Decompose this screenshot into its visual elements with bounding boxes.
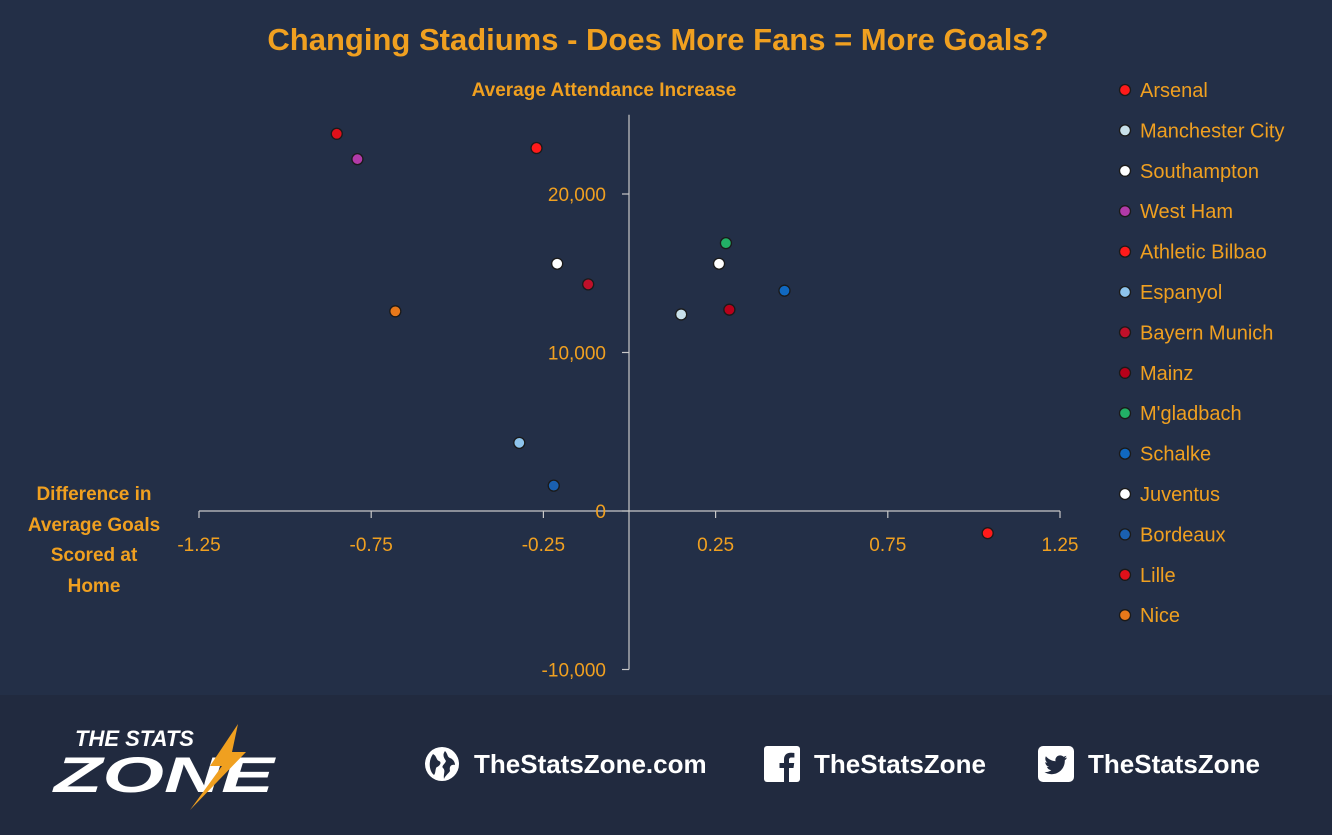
x-axis-label-line: Home bbox=[68, 576, 121, 597]
point-juventus[interactable] bbox=[712, 257, 726, 270]
x-axis-label-line: Difference in bbox=[36, 484, 151, 505]
point-west-ham[interactable] bbox=[351, 152, 364, 166]
twitter-icon bbox=[1038, 746, 1074, 782]
website-text: TheStatsZone.com bbox=[474, 748, 707, 779]
y-tick-label: 0 bbox=[595, 502, 606, 523]
legend-label-athletic-bilbao: Athletic Bilbao bbox=[1140, 242, 1267, 264]
legend-marker-espanyol bbox=[1118, 285, 1132, 299]
x-axis-label-line: Average Goals bbox=[28, 515, 160, 536]
x-axis-label-line: Scored at bbox=[51, 545, 138, 566]
point-espanyol[interactable] bbox=[513, 436, 526, 449]
legend-label-southampton: Southampton bbox=[1140, 161, 1259, 183]
x-tick-label: -1.25 bbox=[177, 535, 220, 556]
y-tick-label: 20,000 bbox=[548, 185, 606, 206]
x-tick-label: -0.25 bbox=[522, 535, 565, 556]
lightning-icon bbox=[190, 724, 246, 810]
x-tick-label: -0.75 bbox=[350, 535, 393, 556]
facebook-icon bbox=[764, 746, 800, 782]
legend-marker-athletic-bilbao bbox=[1118, 245, 1132, 258]
point-lille[interactable] bbox=[330, 127, 343, 140]
chart-area: Changing Stadiums - Does More Fans = Mor… bbox=[28, 22, 1285, 682]
axes bbox=[198, 114, 1061, 671]
chart-subtitle: Average Attendance Increase bbox=[472, 80, 737, 101]
legend-label-mainz: Mainz bbox=[1140, 363, 1193, 385]
point-bordeaux[interactable] bbox=[547, 479, 560, 492]
legend-label-arsenal: Arsenal bbox=[1140, 80, 1208, 102]
chart-title: Changing Stadiums - Does More Fans = Mor… bbox=[267, 22, 1048, 57]
logo-line1: THE STATS bbox=[75, 726, 194, 751]
facebook-link[interactable]: TheStatsZone bbox=[764, 744, 986, 784]
legend-marker-lille bbox=[1118, 568, 1132, 581]
legend-marker-manchester-city bbox=[1118, 124, 1132, 137]
website-link[interactable]: TheStatsZone.com bbox=[424, 744, 707, 784]
legend-marker-west-ham bbox=[1118, 205, 1132, 218]
point-manchester-city[interactable] bbox=[675, 308, 688, 321]
legend-marker-nice bbox=[1118, 609, 1132, 622]
point-bayern-munich[interactable] bbox=[582, 278, 595, 291]
x-axis-label: Difference in Average Goals Scored at Ho… bbox=[28, 484, 160, 597]
point-southampton[interactable] bbox=[551, 257, 564, 270]
legend-label-lille: Lille bbox=[1140, 565, 1176, 587]
legend-label-west-ham: West Ham bbox=[1140, 201, 1233, 223]
x-tick-label: 0.75 bbox=[869, 535, 906, 556]
legend-marker-m-gladbach bbox=[1118, 407, 1132, 420]
twitter-link[interactable]: TheStatsZone bbox=[1038, 744, 1260, 784]
point-mainz[interactable] bbox=[723, 303, 736, 316]
facebook-text: TheStatsZone bbox=[814, 748, 986, 779]
point-athletic-bilbao[interactable] bbox=[981, 527, 994, 540]
legend-marker-juventus bbox=[1118, 487, 1132, 501]
legend-label-espanyol: Espanyol bbox=[1140, 282, 1222, 304]
point-nice[interactable] bbox=[389, 305, 402, 318]
legend-marker-schalke bbox=[1118, 447, 1132, 460]
point-arsenal[interactable] bbox=[530, 141, 543, 155]
stats-zone-logo: THE STATS ZONE bbox=[51, 724, 277, 810]
y-tick-label: -10,000 bbox=[542, 661, 606, 682]
legend: Arsenal Manchester City Southampton West Ha… bbox=[1118, 80, 1285, 627]
tick-labels: -1.25 -0.75 -0.25 0.25 0.75 1.25 -10,000 0 10,00… bbox=[177, 185, 1078, 682]
legend-marker-southampton bbox=[1118, 164, 1132, 177]
point-schalke[interactable] bbox=[778, 284, 791, 297]
point-m-gladbach[interactable] bbox=[719, 236, 733, 250]
legend-label-juventus: Juventus bbox=[1140, 484, 1220, 506]
legend-marker-bayern-munich bbox=[1118, 326, 1132, 339]
legend-label-manchester-city: Manchester City bbox=[1140, 120, 1285, 142]
twitter-text: TheStatsZone bbox=[1088, 748, 1260, 779]
y-tick-label: 10,000 bbox=[548, 344, 606, 365]
legend-marker-arsenal bbox=[1118, 83, 1132, 97]
logo-line2: ZONE bbox=[51, 747, 277, 803]
legend-label-nice: Nice bbox=[1140, 605, 1180, 627]
legend-marker-bordeaux bbox=[1118, 528, 1132, 541]
data-points bbox=[330, 127, 994, 540]
legend-label-schalke: Schalke bbox=[1140, 444, 1211, 466]
globe-icon bbox=[425, 747, 459, 781]
legend-label-m-gladbach: M'gladbach bbox=[1140, 403, 1242, 425]
x-tick-label: 0.25 bbox=[697, 535, 734, 556]
legend-marker-mainz bbox=[1118, 366, 1132, 379]
x-tick-label: 1.25 bbox=[1042, 535, 1079, 556]
legend-label-bayern-munich: Bayern Munich bbox=[1140, 322, 1273, 344]
legend-label-bordeaux: Bordeaux bbox=[1140, 524, 1226, 546]
